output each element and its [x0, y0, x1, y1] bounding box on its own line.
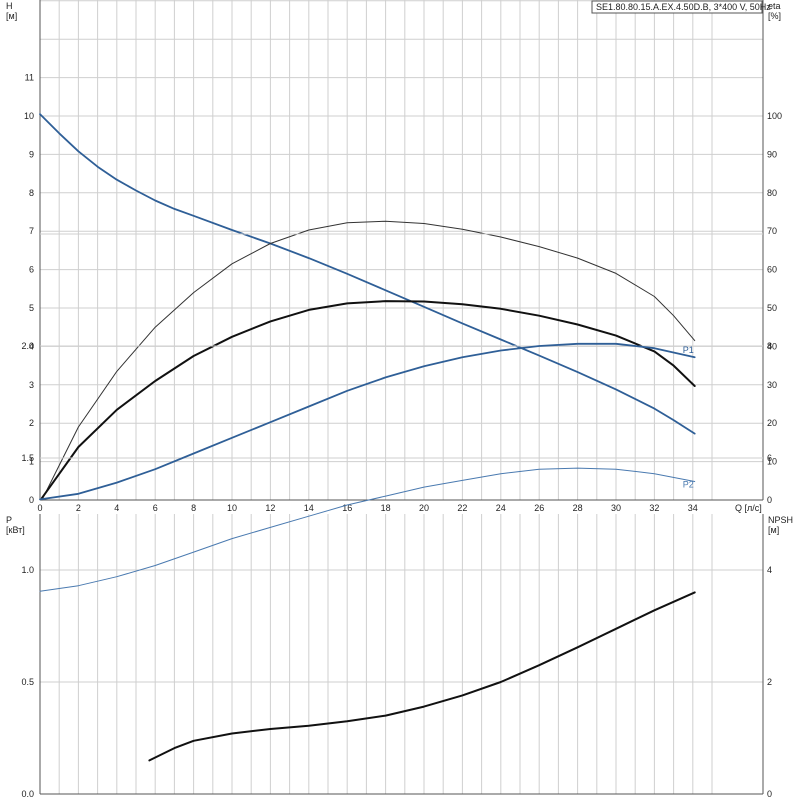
- x-tick-label: 28: [573, 503, 583, 513]
- y-right-tick-label: 50: [767, 303, 777, 313]
- x-tick-label: 8: [191, 503, 196, 513]
- y-right-axis-label: eta: [768, 1, 781, 11]
- y-right-tick-label: 70: [767, 226, 777, 236]
- y-left-tick-label: 6: [29, 265, 34, 275]
- x-tick-label: 26: [534, 503, 544, 513]
- x-tick-label: 32: [649, 503, 659, 513]
- x-tick-label: 18: [381, 503, 391, 513]
- x-tick-label: 30: [611, 503, 621, 513]
- y-right-tick-label: 0: [767, 495, 772, 505]
- series-line-p1: [39, 342, 696, 501]
- y-left-tick-label: 11: [25, 73, 34, 83]
- y-left-tick-label: 9: [29, 149, 34, 159]
- y-left-axis-label: [м]: [6, 11, 17, 21]
- y-left-axis-label: H: [6, 1, 13, 11]
- x-axis-label: Q [л/с]: [735, 503, 762, 513]
- y-right-axis-label: [%]: [768, 11, 781, 21]
- y-left-tick-label: 1: [29, 457, 34, 467]
- series-label-p1: P1: [683, 345, 694, 355]
- y-right-tick-label: 6: [767, 453, 772, 463]
- y-left-tick-label: 0: [29, 495, 34, 505]
- y-left-tick-label: 5: [29, 303, 34, 313]
- y-right-tick-label: 60: [767, 265, 777, 275]
- x-tick-label: 16: [342, 503, 352, 513]
- series-line: [41, 220, 696, 501]
- series-line: [39, 113, 696, 435]
- y-right-axis-label: [м]: [768, 525, 779, 535]
- y-right-tick-label: 8: [767, 341, 772, 351]
- series-label-p2: P2: [683, 480, 694, 490]
- y-right-tick-label: 0: [767, 789, 772, 799]
- x-tick-label: 6: [153, 503, 158, 513]
- x-tick-label: 12: [265, 503, 275, 513]
- y-left-tick-label: 7: [29, 226, 34, 236]
- head-efficiency-panel: 012345678910110102030405060708090100H[м]…: [6, 0, 782, 513]
- x-tick-label: 2: [76, 503, 81, 513]
- x-tick-label: 34: [688, 503, 698, 513]
- y-right-tick-label: 20: [767, 418, 777, 428]
- y-right-tick-label: 80: [767, 188, 777, 198]
- chart-title-box: SE1.80.80.15.A.EX.4.50D.B, 3*400 V, 50Hz: [591, 0, 771, 14]
- x-tick-label: 0: [37, 503, 42, 513]
- y-left-axis-label: [кВт]: [6, 525, 25, 535]
- y-left-tick-label: 10: [24, 111, 34, 121]
- series-line: [148, 591, 696, 762]
- y-left-tick-label: 2.0: [21, 341, 34, 351]
- y-left-tick-label: 4: [29, 341, 34, 351]
- y-right-tick-label: 90: [767, 149, 777, 159]
- series-line: [40, 300, 696, 500]
- x-tick-label: 10: [227, 503, 237, 513]
- y-left-tick-label: 0.5: [21, 677, 34, 687]
- y-right-axis-label: NPSH: [768, 515, 793, 525]
- y-right-tick-label: 30: [767, 380, 777, 390]
- y-left-tick-label: 3: [29, 380, 34, 390]
- y-right-tick-label: 2: [767, 677, 772, 687]
- y-right-tick-label: 100: [767, 111, 782, 121]
- y-left-tick-label: 1.0: [21, 565, 34, 575]
- x-tick-label: 4: [114, 503, 119, 513]
- y-right-tick-label: 10: [767, 457, 777, 467]
- y-left-tick-label: 2: [29, 418, 34, 428]
- series-line-p2: [39, 467, 696, 592]
- y-left-tick-label: 1.5: [21, 453, 34, 463]
- x-tick-label: 22: [457, 503, 467, 513]
- x-tick-label: 20: [419, 503, 429, 513]
- y-left-axis-label: P: [6, 515, 12, 525]
- x-tick-label: 14: [304, 503, 314, 513]
- y-left-tick-label: 0.0: [21, 789, 34, 799]
- chart-title: SE1.80.80.15.A.EX.4.50D.B, 3*400 V, 50Hz: [596, 2, 771, 12]
- x-tick-label: 24: [496, 503, 506, 513]
- y-right-tick-label: 4: [767, 565, 772, 575]
- y-left-tick-label: 8: [29, 188, 34, 198]
- y-right-tick-label: 40: [767, 341, 777, 351]
